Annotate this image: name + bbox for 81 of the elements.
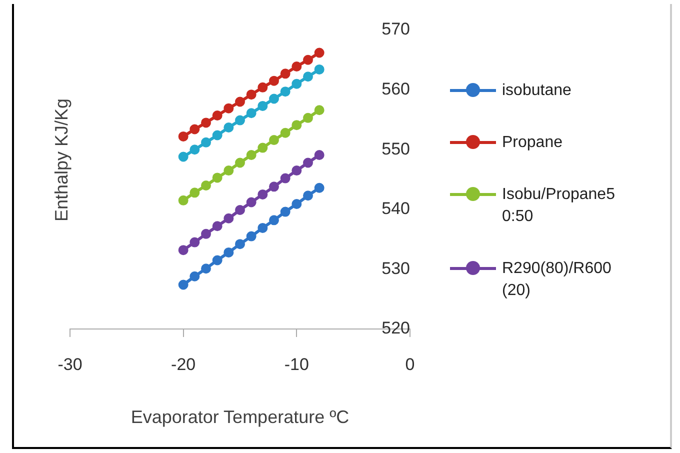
y-tick-label: 520 (382, 318, 410, 338)
point (314, 150, 324, 160)
point (212, 130, 222, 140)
point (269, 215, 279, 226)
point (178, 245, 188, 256)
point (246, 108, 256, 118)
point (280, 68, 290, 79)
point (258, 222, 268, 233)
point (280, 128, 290, 138)
point (269, 135, 279, 146)
point (235, 239, 245, 250)
point (314, 64, 324, 74)
point (314, 182, 324, 193)
point (212, 255, 222, 266)
point (292, 199, 302, 210)
point (246, 90, 256, 100)
legend-label: isobutane (502, 81, 572, 101)
point (303, 112, 313, 123)
y-tick-label: 570 (382, 20, 410, 39)
point (201, 180, 211, 190)
point (292, 166, 302, 176)
point (258, 82, 268, 92)
point (292, 78, 302, 89)
point (303, 54, 313, 65)
point (201, 228, 211, 239)
point (246, 150, 256, 160)
point (235, 96, 245, 107)
point (314, 105, 324, 116)
point (258, 142, 268, 153)
y-tick-label: 560 (382, 79, 410, 98)
point (201, 264, 211, 274)
point (201, 137, 211, 148)
point (190, 124, 200, 134)
point (280, 173, 290, 184)
point (269, 182, 279, 192)
point (235, 115, 245, 126)
y-tick-label: 540 (382, 199, 410, 218)
point (178, 280, 188, 290)
point (292, 120, 302, 130)
point (212, 172, 222, 183)
point (178, 195, 188, 206)
point (201, 118, 211, 128)
point (246, 197, 256, 208)
point (178, 131, 188, 142)
y-tick-label: 530 (382, 258, 410, 278)
point (269, 76, 279, 86)
point (178, 152, 188, 162)
legend-label: Isobu/Propane50:50 (502, 185, 616, 227)
point (190, 188, 200, 198)
legend-label: R290(80)/R600(20) (502, 259, 612, 301)
x-tick-label: -20 (171, 354, 196, 374)
point (269, 94, 279, 104)
x-tick-label: -30 (58, 354, 82, 374)
point (190, 144, 200, 155)
point (314, 48, 324, 58)
y-axis-title: Enthalpy KJ/Kg (52, 98, 72, 222)
y-tick-label: 550 (382, 139, 410, 158)
x-tick-label: -10 (284, 354, 309, 374)
point (235, 158, 245, 168)
point (190, 271, 200, 282)
point (235, 205, 245, 215)
point (224, 247, 234, 258)
x-axis-title: Evaporator Temperature ºC (130, 407, 350, 428)
point (280, 206, 290, 217)
point (212, 110, 222, 121)
point (224, 166, 234, 176)
point (258, 100, 268, 111)
point (292, 61, 302, 72)
point (258, 189, 268, 200)
point (224, 213, 234, 224)
point (303, 158, 313, 168)
point (280, 86, 290, 97)
x-tick-label: 0 (405, 354, 415, 374)
point (246, 231, 256, 242)
point (224, 103, 234, 114)
point (303, 190, 313, 201)
point (224, 122, 234, 132)
point (212, 221, 222, 232)
point (303, 72, 313, 82)
point (190, 237, 200, 248)
legend-label: Propane (502, 133, 562, 153)
